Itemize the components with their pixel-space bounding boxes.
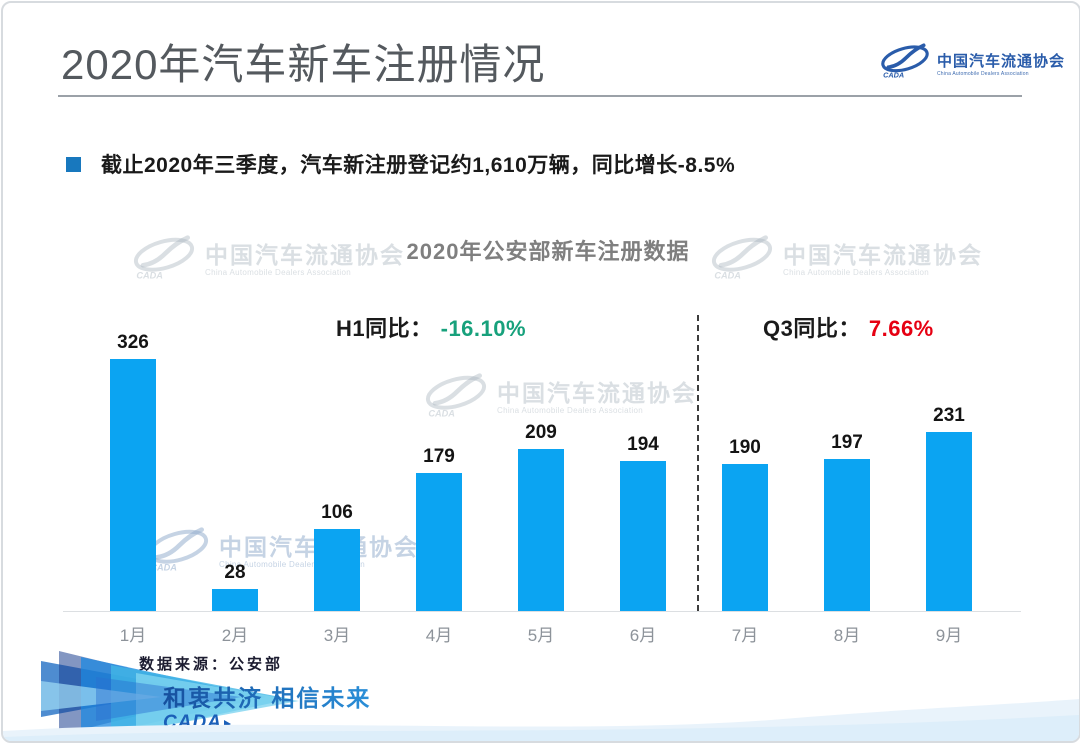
- bar-value-label: 197: [831, 432, 863, 453]
- h1-yoy-label: H1同比：: [336, 316, 433, 341]
- bar-2月: [212, 589, 258, 611]
- bar-value-label: 231: [933, 405, 965, 426]
- bar-5月: [518, 449, 564, 611]
- h1-yoy-annotation: H1同比： -16.10%: [336, 311, 526, 343]
- bar-value-label: 179: [423, 446, 455, 467]
- q3-yoy-value: 7.66%: [868, 316, 934, 341]
- x-axis-label: 1月: [119, 626, 147, 645]
- bullet-text: 截止2020年三季度，汽车新注册登记约1,610万辆，同比增长-8.5%: [101, 154, 736, 177]
- x-axis-line: [63, 611, 1021, 612]
- bar-value-label: 326: [117, 332, 149, 353]
- q3-yoy-label: Q3同比：: [763, 316, 861, 341]
- bar-value-label: 28: [224, 562, 246, 583]
- x-axis-label: 7月: [731, 626, 759, 645]
- chart-title: 2020年公安部新车注册数据: [406, 239, 690, 264]
- slogan-text: 和衷共济 相信未来: [163, 679, 371, 713]
- org-logo: 中国汽车流通协会 China Automobile Dealers Associ…: [878, 40, 1066, 88]
- bar-6月: [620, 461, 666, 611]
- arrow-burst-icon: [41, 651, 303, 741]
- footer-wave-decoration: [3, 699, 1079, 741]
- bar-7月: [722, 464, 768, 611]
- bullet-square-icon: [66, 156, 81, 172]
- h1-q3-divider-dashed-line: [697, 315, 699, 611]
- x-axis-label: 2月: [221, 626, 249, 645]
- x-axis-label: 9月: [935, 626, 963, 645]
- x-axis-label: 5月: [527, 626, 555, 645]
- x-axis-label: 3月: [323, 626, 351, 645]
- org-name-cn: 中国汽车流通协会: [937, 53, 1066, 71]
- org-name-en: China Automobile Dealers Association: [937, 70, 1029, 77]
- bar-9月: [926, 432, 972, 611]
- h1-yoy-value: -16.10%: [440, 316, 527, 341]
- x-axis-label: 8月: [833, 626, 861, 645]
- bar-value-label: 194: [627, 434, 659, 455]
- cada-swoosh-icon: [878, 40, 932, 88]
- bullet-row: 截止2020年三季度，汽车新注册登记约1,610万辆，同比增长-8.5%: [66, 149, 735, 179]
- bar-value-label: 190: [729, 437, 761, 458]
- cada-logo-triangle-icon: [223, 720, 231, 728]
- bar-3月: [314, 529, 360, 611]
- title-underline: [58, 95, 1022, 97]
- page-title: 2020年汽车新车注册情况: [61, 41, 546, 88]
- plot-area: 326 1月 28 2月 106 3月 179 4月 209 5月 194 6月 190 7月 197 8月 2…: [63, 332, 1023, 645]
- data-source-note: 数据来源：公安部: [139, 655, 284, 673]
- bar-value-label: 106: [321, 502, 353, 523]
- q3-yoy-annotation: Q3同比： 7.66%: [763, 311, 934, 343]
- x-axis-label: 6月: [629, 626, 657, 645]
- bar-1月: [110, 359, 156, 611]
- bar-4月: [416, 473, 462, 611]
- bar-value-label: 209: [525, 422, 557, 443]
- bar-8月: [824, 459, 870, 611]
- x-axis-label: 4月: [425, 626, 453, 645]
